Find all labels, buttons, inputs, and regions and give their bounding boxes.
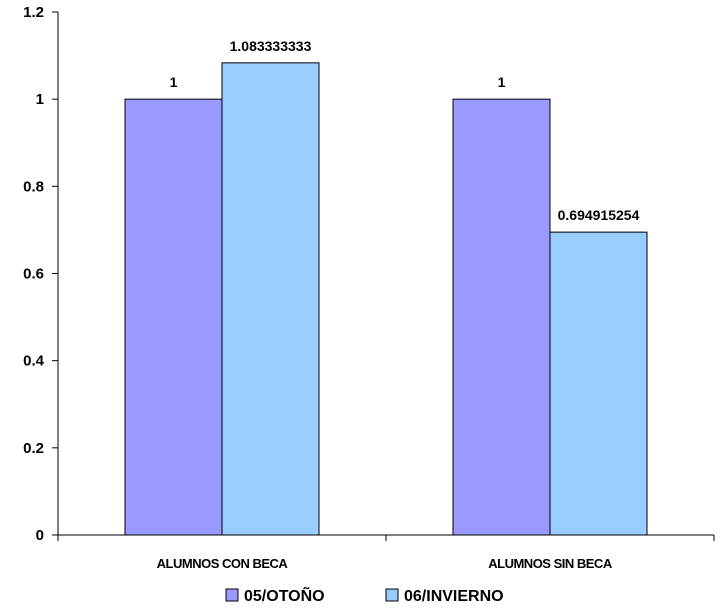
- legend-label: 06/INVIERNO: [404, 588, 504, 605]
- legend-swatch: [225, 588, 239, 602]
- data-label: 1: [170, 74, 178, 90]
- data-labels: 1 1.083333333 1 0.694915254: [170, 38, 640, 223]
- legend-label: 05/OTOÑO: [244, 585, 325, 605]
- plot-area: 0 0.2 0.4 0.6 0.8 1 1.2 1 1.083333333 1 0.6949152…: [23, 4, 715, 571]
- bar-otono-1: [124, 98, 223, 536]
- y-axis-ticks: 0 0.2 0.4 0.6 0.8 1 1.2: [23, 4, 58, 544]
- y-tick-label: 1.2: [23, 4, 44, 21]
- x-axis-ticks: [57, 535, 715, 541]
- category-label: ALUMNOS CON BECA: [157, 556, 289, 571]
- legend: 05/OTOÑO 06/INVIERNO: [225, 585, 504, 605]
- bar-otono-2: [452, 98, 551, 536]
- y-tick-label: 0: [36, 527, 44, 544]
- y-tick-label: 0.8: [23, 178, 44, 195]
- y-tick-label: 0.6: [23, 266, 44, 283]
- legend-item: 05/OTOÑO: [225, 585, 325, 605]
- legend-swatch: [385, 588, 399, 602]
- data-label: 1.083333333: [230, 38, 312, 54]
- y-tick-label: 0.2: [23, 440, 44, 457]
- y-tick-label: 0.4: [23, 353, 45, 370]
- bar-invierno-1: [221, 62, 320, 536]
- data-label: 0.694915254: [558, 207, 640, 223]
- data-label: 1: [498, 74, 506, 90]
- bar-invierno-2: [549, 231, 648, 536]
- category-labels: ALUMNOS CON BECA ALUMNOS SIN BECA: [157, 556, 614, 571]
- category-label: ALUMNOS SIN BECA: [488, 556, 613, 571]
- bars: [124, 62, 648, 536]
- legend-item: 06/INVIERNO: [385, 588, 504, 605]
- y-tick-label: 1: [36, 91, 44, 108]
